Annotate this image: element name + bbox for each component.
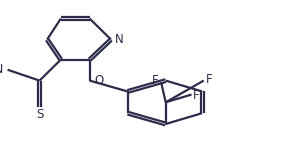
Text: F: F xyxy=(206,73,213,86)
Text: O: O xyxy=(94,74,103,87)
Text: S: S xyxy=(36,108,43,122)
Text: F: F xyxy=(151,74,158,87)
Text: H₂N: H₂N xyxy=(0,63,5,76)
Text: N: N xyxy=(115,33,123,46)
Text: F: F xyxy=(193,89,200,102)
